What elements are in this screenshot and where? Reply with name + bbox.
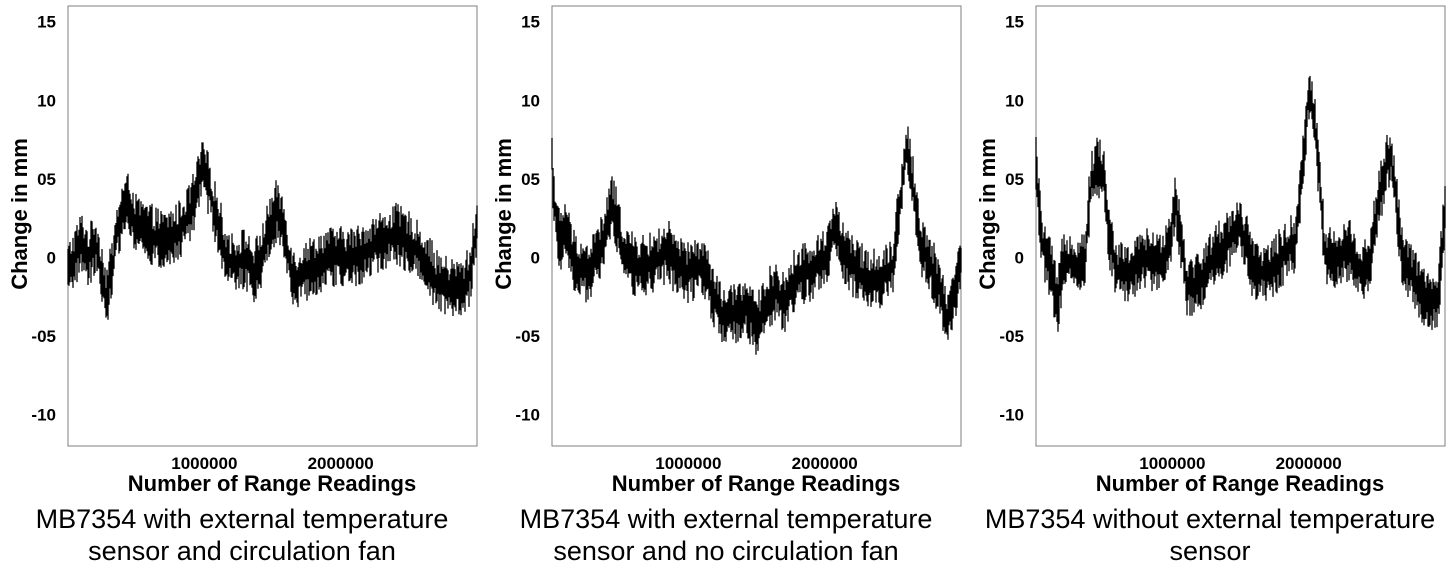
y-tick-label: 05 bbox=[37, 170, 56, 189]
y-tick-label: -05 bbox=[999, 327, 1024, 346]
y-tick-label: -10 bbox=[999, 406, 1024, 425]
chart-caption-line-1: MB7354 with external temperature bbox=[35, 504, 449, 534]
y-tick-label: 15 bbox=[1005, 13, 1024, 32]
data-series-line bbox=[67, 142, 478, 320]
x-axis-title: Number of Range Readings bbox=[1096, 471, 1384, 496]
y-tick-label: 05 bbox=[521, 170, 540, 189]
chart-panel-1: 15 10 05 0 -05 -10 1000000 2000000 Number of Ran… bbox=[0, 0, 484, 566]
y-tick-label: -05 bbox=[31, 327, 56, 346]
chart-caption-line-1: MB7354 with external temperature bbox=[519, 504, 933, 534]
data-series-line bbox=[1035, 75, 1446, 332]
chart-panel-2: 15 10 05 0 -05 -10 1000000 2000000 Number of Ran… bbox=[484, 0, 968, 566]
y-tick-label: 0 bbox=[47, 248, 56, 267]
y-tick-label: -10 bbox=[515, 406, 540, 425]
y-tick-label: 10 bbox=[521, 91, 540, 110]
y-tick-label: 0 bbox=[1015, 248, 1024, 267]
y-axis-title: Change in mm bbox=[491, 138, 516, 290]
plot-frame bbox=[551, 5, 962, 447]
y-axis-title: Change in mm bbox=[975, 138, 1000, 290]
y-tick-label: -05 bbox=[515, 327, 540, 346]
chart-caption-line-2: sensor and circulation fan bbox=[88, 536, 396, 566]
x-tick-label: 2000000 bbox=[1276, 454, 1342, 473]
y-axis-title: Change in mm bbox=[7, 138, 32, 290]
y-tick-label: 15 bbox=[521, 13, 540, 32]
x-tick-label: 2000000 bbox=[308, 454, 374, 473]
y-tick-label: 0 bbox=[531, 248, 540, 267]
x-tick-label: 1000000 bbox=[1139, 454, 1205, 473]
chart-caption-line-1: MB7354 without external temperature bbox=[984, 504, 1436, 534]
y-tick-label: -10 bbox=[31, 406, 56, 425]
chart-caption-line-2: sensor bbox=[1169, 536, 1251, 566]
y-tick-label: 15 bbox=[37, 13, 56, 32]
y-tick-label: 10 bbox=[1005, 91, 1024, 110]
x-tick-label: 1000000 bbox=[171, 454, 237, 473]
y-tick-label: 10 bbox=[37, 91, 56, 110]
x-tick-label: 2000000 bbox=[792, 454, 858, 473]
chart-panel-3: 15 10 05 0 -05 -10 1000000 2000000 Number of Ran… bbox=[968, 0, 1451, 566]
x-axis-title: Number of Range Readings bbox=[612, 471, 900, 496]
chart-caption-line-2: sensor and no circulation fan bbox=[553, 536, 899, 566]
y-tick-label: 05 bbox=[1005, 170, 1024, 189]
x-tick-label: 1000000 bbox=[655, 454, 721, 473]
data-series-line bbox=[551, 126, 962, 355]
x-axis-title: Number of Range Readings bbox=[128, 471, 416, 496]
